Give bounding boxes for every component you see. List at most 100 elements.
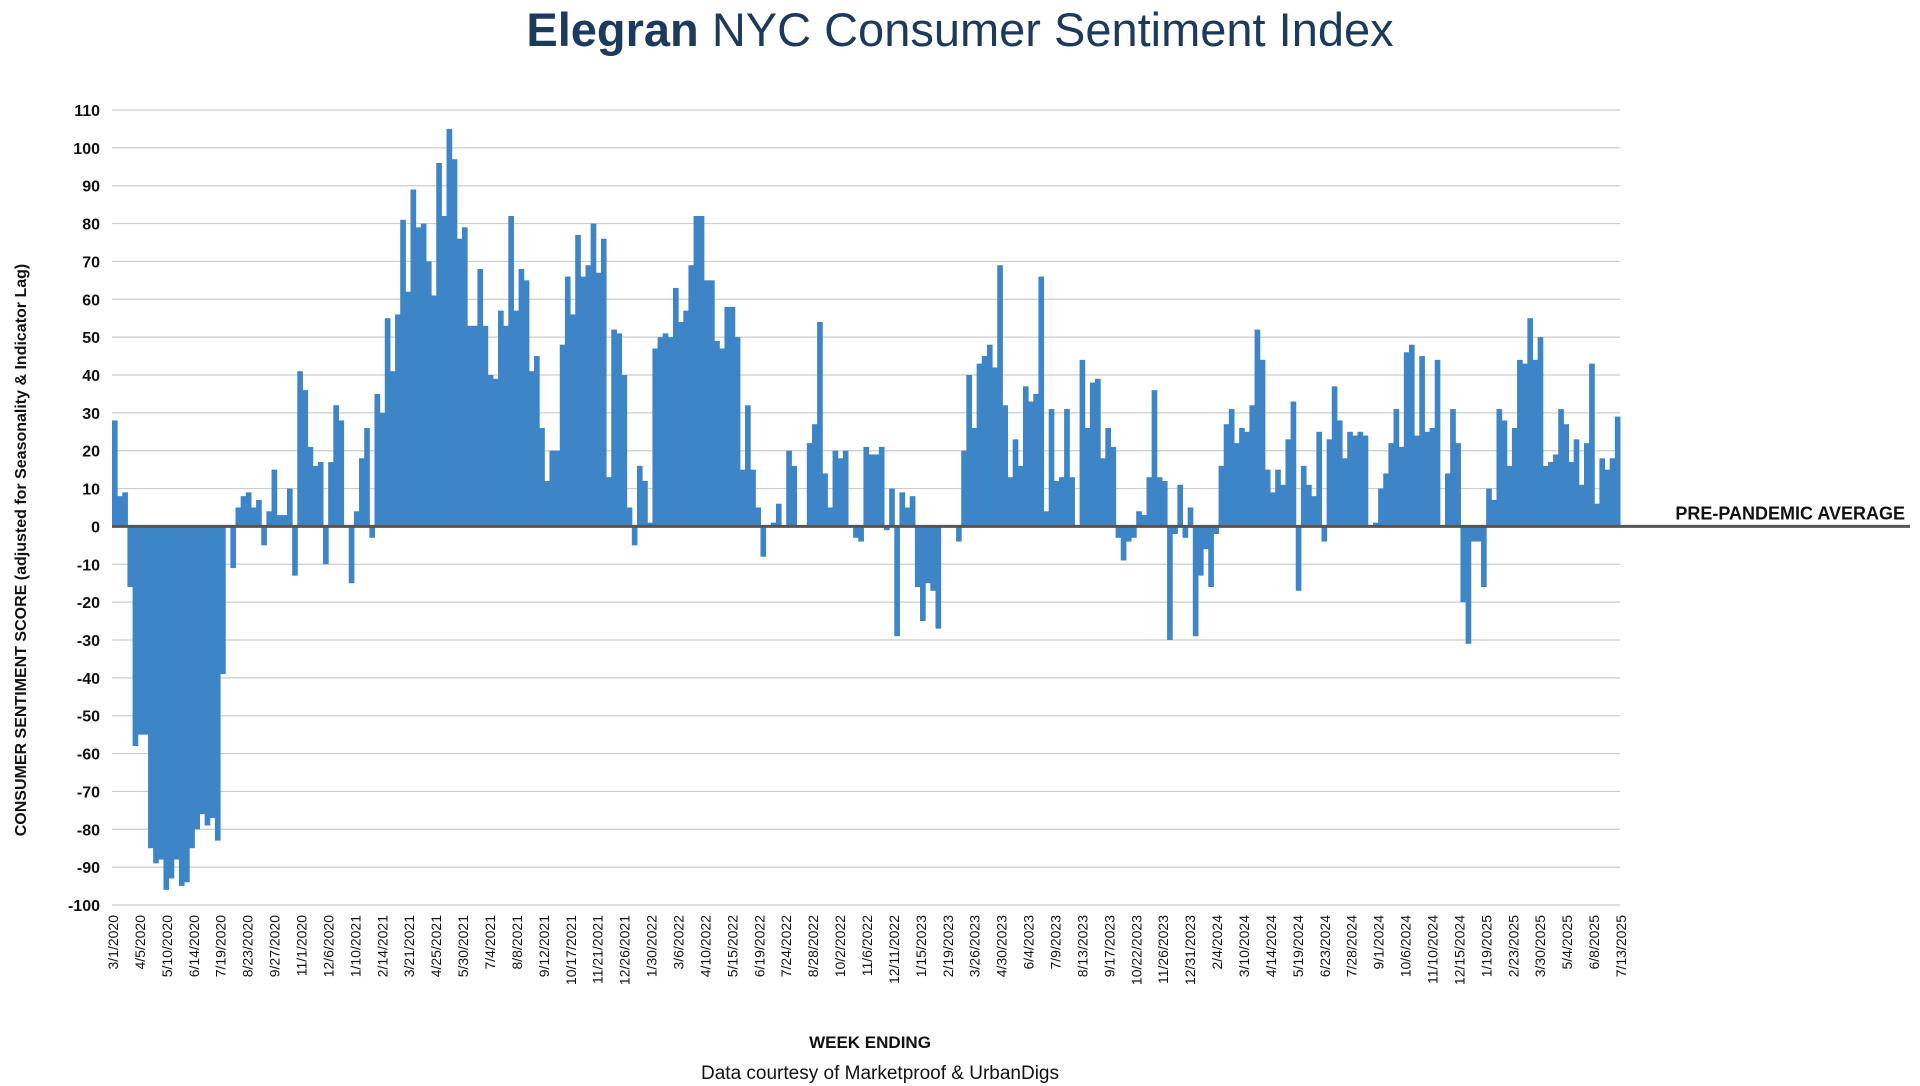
bar — [1022, 386, 1029, 527]
bar — [811, 424, 818, 527]
bar — [642, 481, 648, 527]
bar — [909, 496, 916, 527]
bar — [1033, 393, 1039, 527]
bar — [703, 280, 710, 527]
bar — [1445, 473, 1451, 527]
x-tick-label: 1/15/2023 — [913, 915, 929, 977]
bar — [1393, 409, 1400, 527]
bar — [1547, 462, 1554, 527]
x-tick-label: 8/8/2021 — [509, 915, 525, 970]
bar — [1285, 439, 1292, 527]
bar — [1167, 526, 1173, 640]
y-tick-label: 50 — [82, 330, 100, 347]
x-tick-label: 4/10/2022 — [697, 915, 713, 977]
bar — [1460, 526, 1467, 603]
bar — [348, 526, 355, 584]
bar — [1239, 428, 1245, 527]
bar — [472, 325, 478, 527]
bar — [1172, 526, 1178, 534]
bar — [657, 337, 664, 527]
bar — [1450, 409, 1456, 527]
bar — [1491, 499, 1497, 527]
bar — [981, 356, 988, 527]
bar — [1517, 359, 1523, 527]
bar — [1048, 409, 1055, 527]
y-tick-label: 90 — [82, 179, 100, 196]
bar — [770, 522, 777, 527]
reference-line-label: PRE-PANDEMIC AVERAGE — [1675, 503, 1905, 523]
bar — [1455, 443, 1461, 527]
bar — [1028, 401, 1034, 527]
bar — [410, 189, 417, 527]
x-tick-label: 1/19/2025 — [1478, 915, 1494, 977]
bar — [1218, 465, 1225, 527]
x-tick-label: 8/23/2020 — [240, 915, 256, 977]
bar — [894, 526, 900, 637]
bar — [662, 333, 669, 527]
x-tick-label: 9/12/2021 — [536, 915, 552, 977]
bar — [1223, 424, 1230, 527]
bar — [611, 329, 617, 527]
bar — [1326, 439, 1333, 527]
y-tick-label: -40 — [77, 671, 100, 688]
bar — [142, 526, 149, 735]
bar — [719, 348, 725, 527]
bar — [503, 325, 509, 527]
bar — [328, 462, 334, 527]
bar — [1105, 428, 1111, 527]
bar — [1532, 359, 1539, 527]
bar — [281, 515, 288, 527]
bar — [1434, 359, 1441, 527]
bar — [400, 219, 406, 527]
y-tick-label: -70 — [77, 784, 100, 801]
bar — [997, 265, 1003, 527]
bar — [920, 526, 926, 622]
x-tick-label: 5/4/2025 — [1559, 915, 1575, 970]
bar — [1527, 318, 1534, 527]
bar — [878, 446, 885, 527]
x-tick-label: 10/6/2024 — [1398, 915, 1414, 977]
bar — [395, 314, 401, 527]
bar — [1038, 276, 1045, 527]
y-tick-label: 40 — [82, 368, 100, 385]
bar — [189, 526, 195, 849]
bar — [1295, 526, 1302, 591]
bar — [863, 446, 870, 527]
bar — [1470, 526, 1477, 542]
bar — [405, 291, 412, 527]
bar — [688, 265, 695, 527]
bar — [528, 371, 535, 527]
bar — [425, 261, 432, 527]
bar — [1007, 477, 1014, 527]
x-tick-label: 4/14/2024 — [1263, 915, 1279, 977]
bar — [1568, 462, 1575, 527]
bar — [461, 227, 468, 527]
x-tick-label: 3/6/2022 — [671, 915, 687, 970]
bar — [745, 405, 751, 527]
bar — [1388, 443, 1395, 527]
bar — [1249, 405, 1256, 527]
bar — [822, 473, 828, 527]
bar — [178, 526, 185, 887]
bar — [1429, 428, 1436, 527]
bar — [1002, 405, 1009, 527]
bar — [451, 159, 458, 527]
bar — [374, 393, 381, 527]
y-tick-label: -60 — [77, 747, 100, 764]
x-tick-label: 10/22/2023 — [1128, 915, 1144, 985]
bar — [446, 128, 453, 527]
bar — [832, 450, 839, 527]
bar — [724, 306, 731, 527]
bar — [1141, 515, 1147, 527]
bar — [760, 526, 767, 557]
bar — [364, 428, 370, 527]
bar — [1290, 401, 1297, 527]
reference-line-group: PRE-PANDEMIC AVERAGE — [112, 503, 1910, 528]
bar — [333, 405, 339, 527]
bar — [976, 363, 983, 527]
bar — [1146, 477, 1153, 527]
bar — [673, 287, 679, 527]
bar — [986, 344, 993, 527]
bar — [992, 367, 998, 527]
bar — [1300, 465, 1307, 527]
